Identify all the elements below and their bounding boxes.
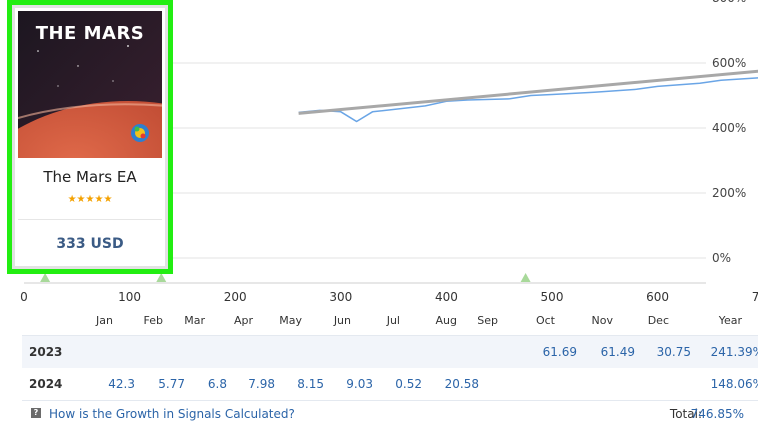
table-cell: 61.69 [542, 345, 577, 359]
y-tick-label: 200% [712, 186, 746, 200]
x-tick-label: 300 [329, 290, 352, 304]
product-price[interactable]: 333 USD [56, 236, 124, 252]
x-tick-label: 200 [224, 290, 247, 304]
header-month: Jul [386, 314, 400, 327]
question-icon: ? [31, 408, 41, 418]
rating-stars-icon: ★★★★★ [67, 194, 113, 205]
header-month: Apr [233, 314, 253, 327]
header-month: Oct [535, 314, 555, 327]
x-tick-label: 700 [752, 290, 758, 304]
card-divider [18, 219, 162, 220]
deposit-marker-icon[interactable] [156, 273, 167, 282]
x-tick-label: 500 [541, 290, 564, 304]
y-axis-ticks: 0% 200% 400% 600% 800% [712, 0, 746, 265]
growth-help-link[interactable]: How is the Growth in Signals Calculated? [49, 407, 295, 421]
table-cell: 61.49 [600, 345, 635, 359]
y-tick-label: 600% [712, 56, 746, 70]
table-cell: 5.77 [158, 377, 185, 391]
total-value: 746.85% [690, 407, 744, 421]
x-tick-label: 0 [20, 290, 28, 304]
deposit-marker-icon[interactable] [520, 273, 531, 282]
table-cell: 9.03 [346, 377, 373, 391]
header-month: Aug [435, 314, 457, 327]
table-row: 2023 61.69 61.49 30.75 241.39% [22, 335, 758, 368]
table-row: 2024 42.3 5.77 6.8 7.98 8.15 9.03 0.52 2… [22, 368, 758, 401]
total-label: Total: [669, 407, 702, 421]
trend-line [298, 69, 758, 115]
y-tick-label: 0% [712, 251, 731, 265]
y-tick-label: 400% [712, 121, 746, 135]
x-tick-label: 600 [646, 290, 669, 304]
x-tick-label: 100 [118, 290, 141, 304]
table-cell: 8.15 [297, 377, 324, 391]
x-axis-ticks: 010020030040050060070080090010001100 [20, 290, 758, 304]
table-cell: 7.98 [248, 377, 275, 391]
product-name[interactable]: The Mars EA [43, 168, 137, 186]
chart-markers [40, 273, 531, 282]
header-month: Mar [184, 314, 205, 327]
growth-line [298, 77, 758, 123]
deposit-marker-icon[interactable] [40, 273, 51, 282]
row-year: 2024 [29, 377, 63, 391]
table-cell: 20.58 [444, 377, 479, 391]
table-cell: 0.52 [395, 377, 422, 391]
table-cell-year-total: 241.39% [710, 345, 758, 359]
header-month: Nov [591, 314, 613, 327]
y-tick-label: 800% [712, 0, 746, 5]
table-cell: 42.3 [108, 377, 135, 391]
product-card[interactable]: THE MARS The Mars EA ★★★★★ 333 USD [12, 5, 168, 269]
table-cell: 6.8 [207, 377, 227, 391]
header-month: Jun [333, 314, 351, 327]
product-image[interactable]: THE MARS [18, 11, 162, 158]
header-month: May [279, 314, 302, 327]
header-month: Jan [96, 314, 113, 327]
growth-footer: ? How is the Growth in Signals Calculate… [0, 404, 758, 425]
header-year: Year [718, 314, 742, 327]
header-month: Dec [647, 314, 669, 327]
growth-chart: 0% 200% 400% 600% 800% 0 100 200 300 400 500 600 70… [20, 0, 758, 304]
header-month: Feb [143, 314, 163, 327]
product-image-title: THE MARS [35, 23, 145, 44]
table-cell-year-total: 148.06% [710, 377, 758, 391]
header-month: Sep [477, 314, 498, 327]
row-year: 2023 [29, 345, 63, 359]
x-tick-label: 400 [435, 290, 458, 304]
table-cell: 30.75 [656, 345, 691, 359]
returns-table-header: Jan Feb Mar Apr May Jun Jul Aug Sep Oct … [0, 314, 758, 330]
chart-series [298, 69, 758, 123]
